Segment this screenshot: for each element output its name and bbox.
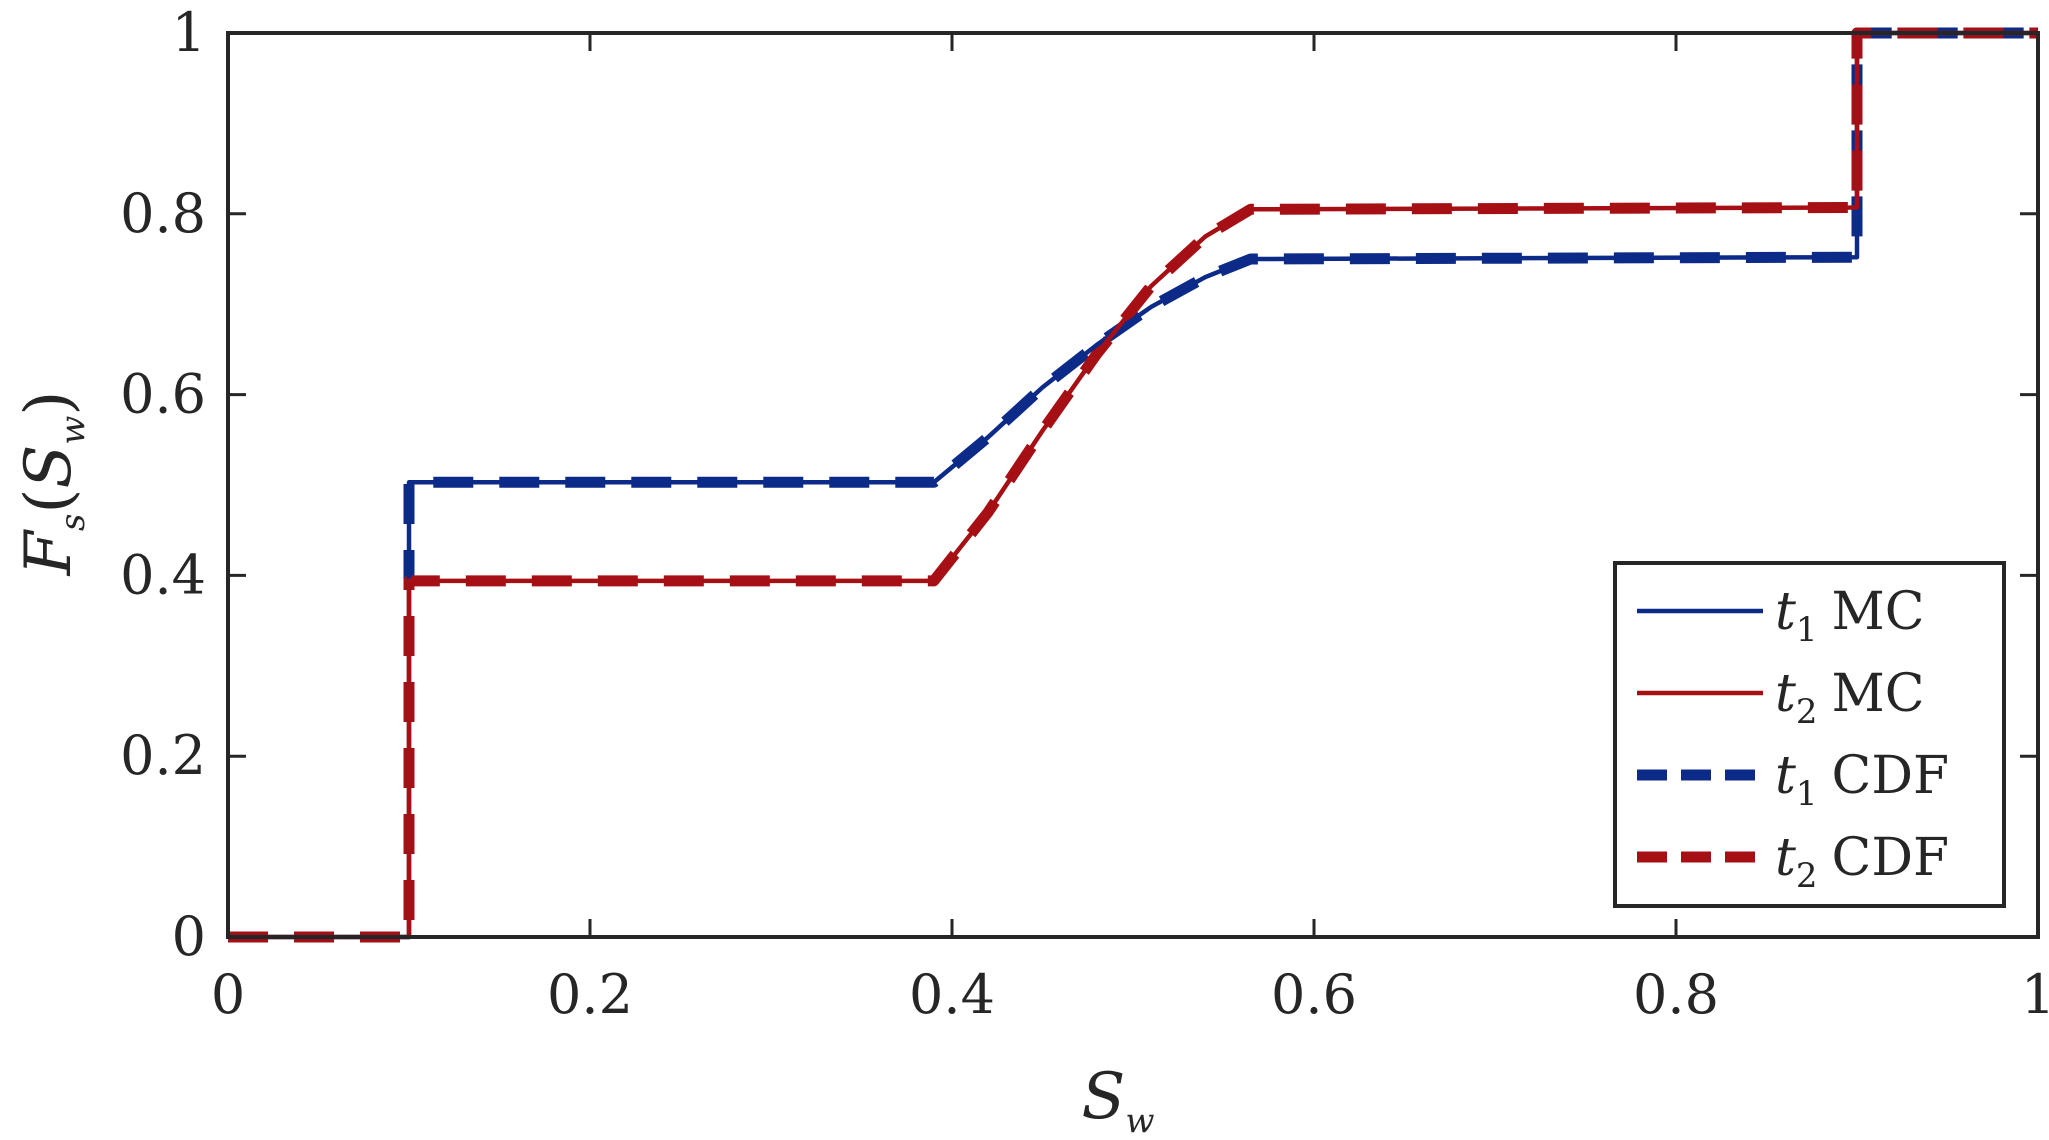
x-axis-label: Sw bbox=[1082, 1060, 1155, 1140]
legend-var: t bbox=[1775, 664, 1796, 724]
x-tick-label: 0.2 bbox=[547, 963, 633, 1026]
x-tick-label: 0.8 bbox=[1633, 963, 1719, 1026]
series-line-1 bbox=[228, 30, 2038, 940]
y-tick-label: 0.6 bbox=[120, 363, 206, 426]
y-tick-label: 0.8 bbox=[120, 182, 206, 245]
y-tick-label: 0 bbox=[172, 905, 206, 968]
legend-entry-1: t1 MC bbox=[1775, 582, 1925, 650]
y-axis-label-paren-open: ( bbox=[12, 489, 86, 514]
legend-var: t bbox=[1775, 582, 1796, 642]
legend-sub: 2 bbox=[1796, 692, 1818, 732]
x-axis-label-main: S bbox=[1082, 1060, 1126, 1134]
y-axis-label-arg-sub: w bbox=[53, 416, 93, 445]
y-axis-label-arg-main: S bbox=[12, 445, 86, 489]
y-axis-label-sub: s bbox=[53, 514, 93, 531]
y-axis-label: Fs(Sw) bbox=[12, 391, 93, 577]
y-tick-label: 0.2 bbox=[120, 724, 206, 787]
legend-sub: 1 bbox=[1796, 774, 1818, 814]
plot-frame bbox=[226, 31, 2040, 939]
x-tick-label: 0.6 bbox=[1271, 963, 1357, 1026]
legend-text: CDF bbox=[1832, 828, 1950, 888]
series-line-2 bbox=[228, 30, 2038, 940]
legend-entry-2: t2 MC bbox=[1775, 664, 1925, 732]
y-tick-label: 0.4 bbox=[120, 543, 206, 606]
legend-sub: 1 bbox=[1796, 610, 1818, 650]
series-layer bbox=[228, 27, 2038, 943]
x-tick-label: 1 bbox=[2021, 963, 2049, 1026]
legend-entry-4: t2 CDF bbox=[1775, 828, 1949, 896]
legend-var: t bbox=[1775, 746, 1796, 806]
y-tick-label: 1 bbox=[172, 1, 206, 64]
y-axis-label-main: F bbox=[12, 528, 86, 576]
legend-text: MC bbox=[1832, 582, 1925, 642]
legend-text: CDF bbox=[1832, 746, 1950, 806]
x-axis-label-sub: w bbox=[1125, 1101, 1154, 1140]
legend-box bbox=[1613, 561, 2006, 908]
axes-layer: 0 0.2 0.4 0.6 0.8 1 0 0.2 0.4 0.6 0.8 1 bbox=[120, 1, 2049, 1026]
y-axis-label-paren-close: ) bbox=[12, 391, 86, 416]
legend-sub: 2 bbox=[1796, 856, 1818, 896]
x-tick-label: 0.4 bbox=[909, 963, 995, 1026]
legend-entry-3: t1 CDF bbox=[1775, 746, 1949, 814]
x-tick-label: 0 bbox=[211, 963, 245, 1026]
legend-var: t bbox=[1775, 828, 1796, 888]
legend-text: MC bbox=[1832, 664, 1925, 724]
